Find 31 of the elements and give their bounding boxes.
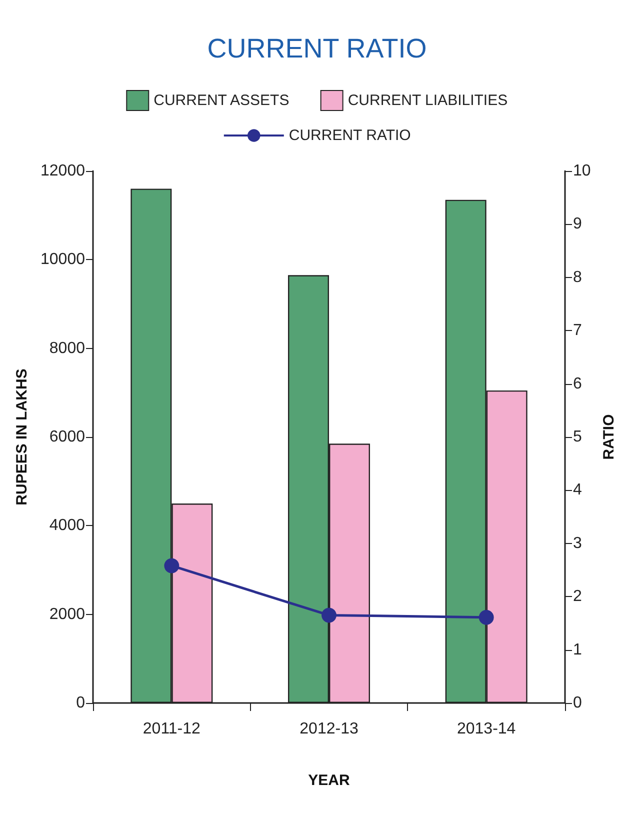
y2-tick-label: 5 — [573, 428, 582, 446]
y2-tick-label: 0 — [573, 694, 582, 712]
y-tick-label: 12000 — [40, 162, 86, 180]
y2-tick-label: 8 — [573, 268, 582, 286]
legend-label: CURRENT ASSETS — [154, 92, 290, 109]
point — [478, 610, 494, 625]
x-tick-label: 2012-13 — [300, 720, 358, 738]
y-tick-label: 8000 — [49, 340, 86, 357]
y2-tick-label: 3 — [573, 534, 582, 552]
y2-tick-label: 10 — [573, 162, 591, 180]
point — [164, 558, 180, 574]
y2-tick-label: 2 — [573, 588, 582, 606]
y-tick-label: 2000 — [49, 606, 86, 623]
y-tick-label: 10000 — [40, 251, 86, 268]
y-axis-title: RUPEES IN LAKHS — [14, 368, 31, 506]
y-tick-label: 0 — [76, 694, 86, 712]
x-axis-title: YEAR — [308, 772, 350, 789]
y2-tick-label: 4 — [573, 482, 582, 499]
y-tick-label: 6000 — [49, 428, 86, 446]
y2-tick-label: 1 — [573, 641, 582, 658]
legend-label: CURRENT LIABILITIES — [348, 92, 508, 109]
y-tick-label: 4000 — [49, 517, 86, 534]
y2-tick-label: 6 — [573, 375, 582, 392]
y2-tick-label: 7 — [573, 322, 582, 340]
chart-title: CURRENT RATIO — [207, 34, 427, 64]
y2-axis-title: RATIO — [600, 414, 618, 460]
x-tick-label: 2011-12 — [142, 720, 201, 738]
point — [322, 608, 336, 623]
y2-tick-label: 9 — [573, 216, 582, 233]
legend-label: CURRENT RATIO — [288, 127, 411, 144]
x-tick-label: 2013-14 — [456, 720, 516, 738]
